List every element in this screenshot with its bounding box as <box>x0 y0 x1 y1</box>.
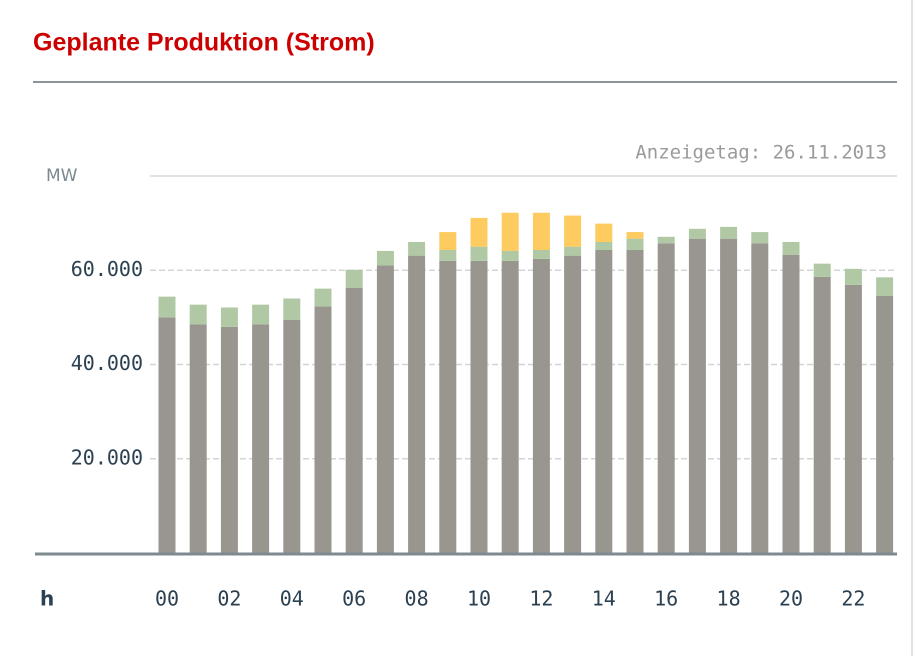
x-tick-label: 16 <box>654 587 678 611</box>
bar-segment <box>283 298 301 320</box>
bar-segment <box>688 238 706 553</box>
bar-segment <box>470 246 488 261</box>
x-tick-label: 04 <box>280 587 304 611</box>
bar-segment <box>189 304 207 325</box>
bar-segment <box>408 241 426 256</box>
bar-segment <box>564 246 582 256</box>
bar-segment <box>345 287 363 553</box>
bar-segment <box>626 232 644 239</box>
bar-segment <box>439 260 457 553</box>
bar-segment <box>158 317 176 553</box>
bar-segment <box>439 232 457 250</box>
x-tick-label: 08 <box>405 587 429 611</box>
bar-segment <box>564 255 582 554</box>
bar-segment <box>876 277 894 296</box>
x-tick-label: 10 <box>467 587 491 611</box>
bar-segment <box>657 243 675 554</box>
bar-segment <box>751 232 769 244</box>
bar-segment <box>501 212 519 251</box>
chart-title: Geplante Produktion (Strom) <box>33 29 375 57</box>
bar-segment <box>470 260 488 553</box>
bar-segment <box>532 249 550 259</box>
bar-segment <box>720 238 738 553</box>
bar-segment <box>252 324 270 553</box>
bar-segment <box>501 260 519 553</box>
bar-segment <box>532 258 550 553</box>
y-axis-label: MW <box>46 166 78 186</box>
bar-segment <box>252 304 270 325</box>
bar-segment <box>376 250 394 266</box>
bar-segment <box>626 249 644 553</box>
bar-segment <box>408 255 426 554</box>
bar-segment <box>813 263 831 277</box>
bar-segment <box>314 288 332 307</box>
bar-segment <box>876 295 894 553</box>
bar-segment <box>813 276 831 553</box>
bar-segment <box>314 306 332 553</box>
bar-segment <box>720 226 738 239</box>
bar-segment <box>844 284 862 553</box>
bar-segment <box>376 265 394 553</box>
bar-segment <box>470 217 488 247</box>
subtitle: Anzeigetag: 26.11.2013 <box>635 142 887 164</box>
x-tick-label: 12 <box>529 587 553 611</box>
x-tick-label: 20 <box>779 587 803 611</box>
x-axis-label: h <box>40 587 54 611</box>
bar-segment <box>189 324 207 553</box>
y-tick-label: 20.000 <box>71 445 143 469</box>
x-tick-label: 18 <box>717 587 741 611</box>
bar-segment <box>501 250 519 261</box>
bar-segment <box>626 238 644 250</box>
bar-segment <box>595 241 613 250</box>
bar-segment <box>782 254 800 554</box>
bar-segment <box>844 268 862 285</box>
bar-segment <box>158 296 176 318</box>
y-tick-label: 40.000 <box>71 351 143 375</box>
bar-segment <box>283 319 301 553</box>
bar-segment <box>564 215 582 247</box>
bar-segment <box>220 326 238 553</box>
x-tick-label: 22 <box>841 587 865 611</box>
y-tick-label: 60.000 <box>71 257 143 281</box>
bar-segment <box>345 269 363 288</box>
x-tick-label: 02 <box>217 587 241 611</box>
bar-segment <box>595 249 613 553</box>
bar-segment <box>595 223 613 242</box>
x-tick-label: 06 <box>342 587 366 611</box>
bar-segment <box>220 307 238 327</box>
bar-segment <box>532 212 550 250</box>
x-tick-label: 14 <box>592 587 616 611</box>
x-tick-label: 00 <box>155 587 179 611</box>
bar-segment <box>782 241 800 255</box>
bar-segment <box>439 249 457 261</box>
bar-segment <box>751 243 769 554</box>
bar-segment <box>688 228 706 239</box>
bar-segment <box>657 236 675 244</box>
